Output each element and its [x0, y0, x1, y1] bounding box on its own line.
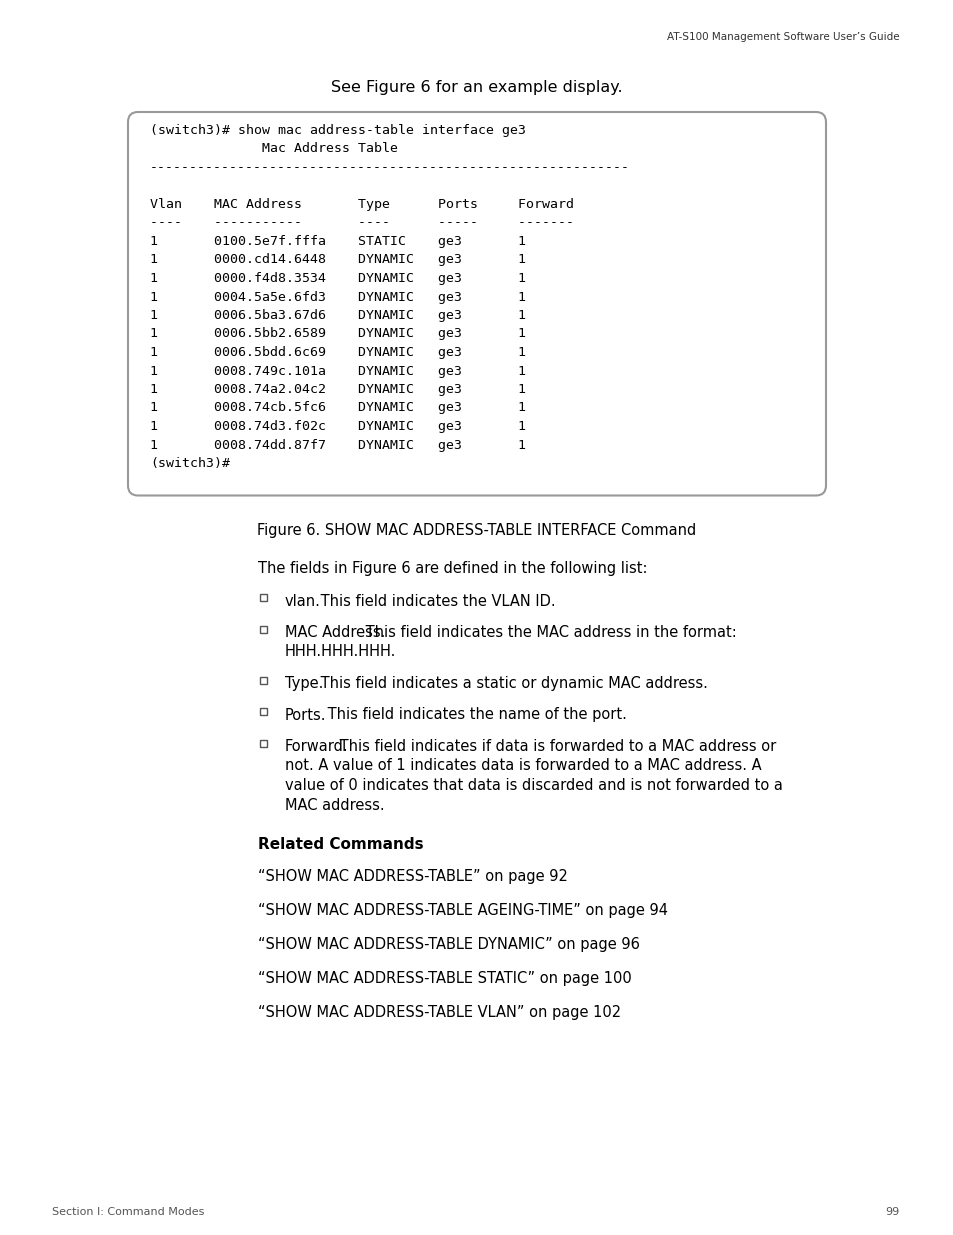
Bar — [260, 594, 267, 601]
FancyBboxPatch shape — [128, 112, 825, 495]
Text: ----    -----------       ----      -----     -------: ---- ----------- ---- ----- ------- — [150, 216, 574, 230]
Text: “SHOW MAC ADDRESS-TABLE” on page 92: “SHOW MAC ADDRESS-TABLE” on page 92 — [257, 869, 567, 884]
Bar — [260, 740, 267, 746]
Text: This field indicates the VLAN ID.: This field indicates the VLAN ID. — [316, 594, 556, 609]
Text: value of 0 indicates that data is discarded and is not forwarded to a: value of 0 indicates that data is discar… — [285, 778, 782, 793]
Text: “SHOW MAC ADDRESS-TABLE DYNAMIC” on page 96: “SHOW MAC ADDRESS-TABLE DYNAMIC” on page… — [257, 937, 639, 952]
Text: This field indicates if data is forwarded to a MAC address or: This field indicates if data is forwarde… — [335, 739, 776, 755]
Text: not. A value of 1 indicates data is forwarded to a MAC address. A: not. A value of 1 indicates data is forw… — [285, 758, 760, 773]
Text: “SHOW MAC ADDRESS-TABLE AGEING-TIME” on page 94: “SHOW MAC ADDRESS-TABLE AGEING-TIME” on … — [257, 903, 667, 918]
Text: 1       0008.749c.101a    DYNAMIC   ge3       1: 1 0008.749c.101a DYNAMIC ge3 1 — [150, 364, 525, 378]
Text: vlan.: vlan. — [285, 594, 320, 609]
Text: 1       0006.5ba3.67d6    DYNAMIC   ge3       1: 1 0006.5ba3.67d6 DYNAMIC ge3 1 — [150, 309, 525, 322]
Text: 1       0008.74cb.5fc6    DYNAMIC   ge3       1: 1 0008.74cb.5fc6 DYNAMIC ge3 1 — [150, 401, 525, 415]
Text: 1       0004.5a5e.6fd3    DYNAMIC   ge3       1: 1 0004.5a5e.6fd3 DYNAMIC ge3 1 — [150, 290, 525, 304]
Text: This field indicates the MAC address in the format:: This field indicates the MAC address in … — [360, 625, 736, 640]
Text: 1       0006.5bdd.6c69    DYNAMIC   ge3       1: 1 0006.5bdd.6c69 DYNAMIC ge3 1 — [150, 346, 525, 359]
Bar — [260, 708, 267, 715]
Text: 1       0100.5e7f.fffa    STATIC    ge3       1: 1 0100.5e7f.fffa STATIC ge3 1 — [150, 235, 525, 248]
Text: MAC Address.: MAC Address. — [285, 625, 385, 640]
Text: Figure 6. SHOW MAC ADDRESS-TABLE INTERFACE Command: Figure 6. SHOW MAC ADDRESS-TABLE INTERFA… — [257, 524, 696, 538]
Bar — [260, 677, 267, 683]
Text: 1       0008.74d3.f02c    DYNAMIC   ge3       1: 1 0008.74d3.f02c DYNAMIC ge3 1 — [150, 420, 525, 433]
Text: 1       0008.74a2.04c2    DYNAMIC   ge3       1: 1 0008.74a2.04c2 DYNAMIC ge3 1 — [150, 383, 525, 396]
Text: (switch3)# show mac address-table interface ge3: (switch3)# show mac address-table interf… — [150, 124, 525, 137]
Text: AT-S100 Management Software User’s Guide: AT-S100 Management Software User’s Guide — [667, 32, 899, 42]
Text: HHH.HHH.HHH.: HHH.HHH.HHH. — [285, 645, 395, 659]
Text: Vlan    MAC Address       Type      Ports     Forward: Vlan MAC Address Type Ports Forward — [150, 198, 574, 211]
Text: Related Commands: Related Commands — [257, 837, 423, 852]
Text: Section I: Command Modes: Section I: Command Modes — [52, 1207, 204, 1216]
Text: 1       0000.cd14.6448    DYNAMIC   ge3       1: 1 0000.cd14.6448 DYNAMIC ge3 1 — [150, 253, 525, 267]
Text: “SHOW MAC ADDRESS-TABLE VLAN” on page 102: “SHOW MAC ADDRESS-TABLE VLAN” on page 10… — [257, 1005, 620, 1020]
Text: “SHOW MAC ADDRESS-TABLE STATIC” on page 100: “SHOW MAC ADDRESS-TABLE STATIC” on page … — [257, 971, 631, 986]
Text: 1       0006.5bb2.6589    DYNAMIC   ge3       1: 1 0006.5bb2.6589 DYNAMIC ge3 1 — [150, 327, 525, 341]
Text: 99: 99 — [884, 1207, 899, 1216]
Text: Forward.: Forward. — [285, 739, 348, 755]
Text: 1       0008.74dd.87f7    DYNAMIC   ge3       1: 1 0008.74dd.87f7 DYNAMIC ge3 1 — [150, 438, 525, 452]
Text: Type.: Type. — [285, 676, 323, 692]
Text: This field indicates the name of the port.: This field indicates the name of the por… — [322, 708, 626, 722]
Text: 1       0000.f4d8.3534    DYNAMIC   ge3       1: 1 0000.f4d8.3534 DYNAMIC ge3 1 — [150, 272, 525, 285]
Text: See Figure 6 for an example display.: See Figure 6 for an example display. — [331, 80, 622, 95]
Text: ------------------------------------------------------------: ----------------------------------------… — [150, 161, 629, 174]
Bar — [260, 625, 267, 632]
Text: The fields in Figure 6 are defined in the following list:: The fields in Figure 6 are defined in th… — [257, 562, 647, 577]
Text: MAC address.: MAC address. — [285, 798, 384, 813]
Text: This field indicates a static or dynamic MAC address.: This field indicates a static or dynamic… — [316, 676, 708, 692]
Text: Mac Address Table: Mac Address Table — [150, 142, 397, 156]
Text: Ports.: Ports. — [285, 708, 326, 722]
Text: (switch3)#: (switch3)# — [150, 457, 230, 471]
